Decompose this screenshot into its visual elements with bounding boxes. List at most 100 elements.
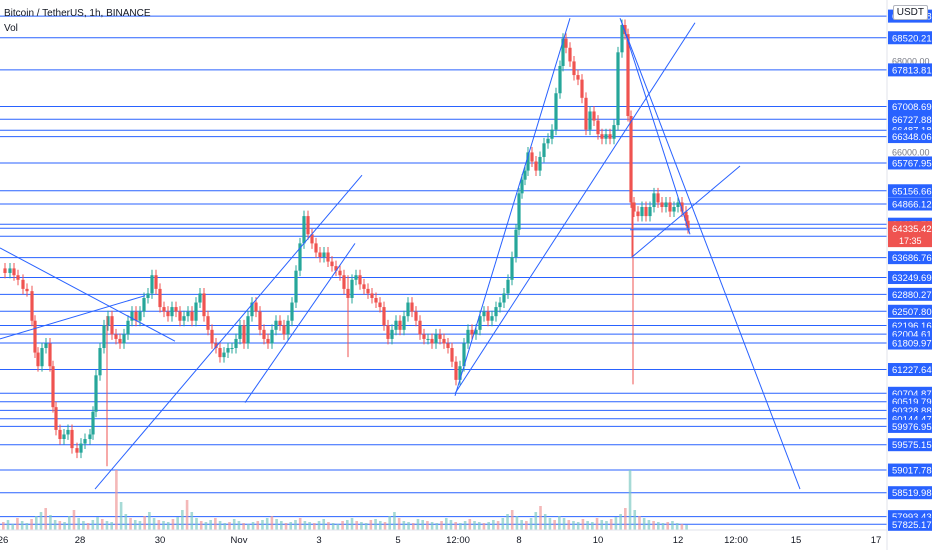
candle-body [98, 348, 102, 376]
candle-body [458, 366, 462, 380]
volume-bar [360, 522, 363, 530]
volume-bar [369, 520, 373, 530]
volume-bar [223, 523, 227, 530]
candle-body [517, 193, 521, 230]
candle-body [30, 291, 34, 321]
candle-body [262, 329, 266, 339]
candle-body [584, 97, 588, 130]
time-axis-tick: 12 [673, 535, 684, 546]
candle-body [91, 411, 95, 435]
volume-bar [609, 519, 613, 530]
trendline [0, 295, 146, 340]
candle-body [238, 325, 242, 339]
volume-bar [82, 521, 85, 530]
volume-bar [119, 502, 123, 530]
volume-bar [284, 523, 288, 530]
trendline [0, 247, 176, 342]
volume-bar [91, 520, 95, 530]
candle-body [398, 320, 402, 330]
volume-bar [105, 521, 109, 530]
currency-badge[interactable]: USDT [892, 5, 928, 20]
volume-bar [25, 523, 29, 530]
volume-bar [190, 512, 194, 530]
volume-bar [534, 512, 538, 530]
volume-bar [548, 518, 552, 530]
candle-body [302, 216, 306, 244]
candle-body [370, 293, 374, 298]
candle-body [250, 302, 254, 317]
volume-bar [600, 520, 604, 530]
candle-body [442, 338, 446, 344]
candle-body [378, 302, 382, 308]
volume-bar [247, 524, 250, 530]
candle-body [3, 268, 7, 273]
volume-bar [614, 517, 618, 530]
price-level-label: 60328.88 [892, 406, 932, 417]
price-level-label: 61227.64 [892, 365, 932, 376]
candle-body [668, 202, 672, 212]
candle-body [190, 311, 194, 321]
volume-bar [39, 512, 43, 530]
candle-body [114, 334, 118, 339]
candle-body [330, 261, 334, 267]
candle-body [338, 270, 342, 276]
candle-body [242, 325, 246, 344]
candle-body [660, 202, 664, 207]
candle-body [210, 329, 214, 344]
candle-body [146, 293, 150, 298]
candle-body [561, 38, 565, 66]
candle-body [446, 343, 450, 349]
volume-bar [265, 518, 269, 530]
volume-bar [157, 520, 161, 530]
candle-body [498, 302, 502, 308]
volume-bar [34, 516, 38, 530]
volume-bar [228, 522, 231, 530]
candle-body [523, 170, 527, 180]
price-level-label: 62507.80 [892, 307, 932, 318]
time-axis-tick: 12:00 [724, 535, 748, 546]
candle-body [270, 329, 274, 344]
candle-body [623, 25, 627, 35]
volume-bar [642, 518, 646, 530]
volume-bar [308, 522, 311, 530]
volume-bar [421, 520, 424, 530]
candle-body [474, 329, 478, 335]
volume-bar [591, 522, 594, 530]
candle-body [282, 325, 286, 335]
price-level-label: 59575.15 [892, 440, 932, 451]
volume-bar [115, 470, 118, 530]
volume-bar [214, 518, 217, 530]
volume-bar [543, 514, 547, 530]
volume-bar [341, 521, 344, 530]
candle-body [126, 320, 130, 335]
time-axis-tick: 17 [871, 535, 882, 546]
candle-body [286, 320, 290, 335]
price-level-tag [888, 251, 932, 265]
price-level-label: 59976.95 [892, 422, 932, 433]
candle-body [230, 348, 234, 350]
volume-bar [402, 521, 406, 530]
candle-body [122, 334, 126, 344]
price-level-tag [888, 486, 932, 500]
volume-bar [129, 518, 132, 530]
volume-bar [595, 518, 599, 530]
volume-bar [680, 524, 684, 530]
candle-body [138, 311, 142, 321]
candle-body [632, 202, 636, 212]
price-level-label: 57993.43 [892, 512, 932, 523]
candle-body [25, 288, 29, 292]
volume-bar [435, 523, 439, 530]
candle-body [246, 316, 250, 344]
price-level-label: 62004.61 [892, 330, 932, 341]
candle-body [198, 293, 202, 303]
candle-body [410, 302, 414, 312]
candle-body [342, 275, 346, 289]
price-level-label: 67813.81 [892, 65, 932, 76]
price-level-label: 60519.79 [892, 397, 932, 408]
volume-bar [572, 521, 575, 530]
candle-body [494, 307, 498, 317]
volume-bar [666, 522, 670, 530]
volume-bar [218, 521, 222, 530]
